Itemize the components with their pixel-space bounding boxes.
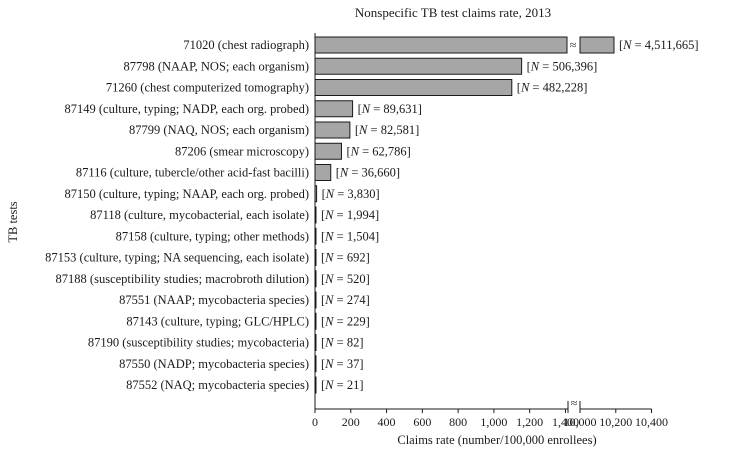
category-label: 87150 (culture, typing; NAAP, each org. … bbox=[64, 187, 309, 201]
bar-n-label: [N = 274] bbox=[321, 293, 370, 307]
bar-n-label: [N = 89,631] bbox=[358, 102, 422, 116]
axis-break-symbol: ≈ bbox=[571, 396, 578, 410]
bar-n-label: [N = 36,660] bbox=[336, 166, 400, 180]
x-tick-label: 1,400 bbox=[552, 415, 579, 429]
bar-n-label: [N = 21] bbox=[321, 378, 363, 392]
x-tick-label: 1,000 bbox=[480, 415, 507, 429]
x-tick-label: 1,200 bbox=[516, 415, 543, 429]
category-label: 71020 (chest radiograph) bbox=[183, 38, 309, 52]
y-axis-title: TB tests bbox=[6, 201, 20, 242]
bar-n-label: [N = 4,511,665] bbox=[619, 38, 699, 52]
category-label: 87798 (NAAP, NOS; each organism) bbox=[123, 59, 309, 73]
x-tick-label: 10,000 bbox=[564, 415, 597, 429]
bar bbox=[314, 142, 342, 160]
category-label: 87190 (susceptibility studies; mycobacte… bbox=[88, 336, 309, 350]
x-tick-label: 800 bbox=[449, 415, 467, 429]
bar-n-label: [N = 229] bbox=[321, 314, 370, 328]
bar-n-label: [N = 82] bbox=[321, 336, 363, 350]
bar bbox=[314, 57, 523, 75]
category-label: 87149 (culture, typing; NADP, each org. … bbox=[64, 102, 309, 116]
bar-n-label: [N = 520] bbox=[321, 272, 370, 286]
x-tick-label: 400 bbox=[378, 415, 396, 429]
bar-break-symbol: ≈ bbox=[570, 38, 577, 52]
category-label: 87550 (NADP; mycobacteria species) bbox=[119, 357, 309, 371]
bar-segment-upper bbox=[579, 36, 615, 54]
bar-segment-lower bbox=[314, 36, 568, 54]
x-tick-label: 10,400 bbox=[635, 415, 668, 429]
category-label: 87799 (NAQ, NOS; each organism) bbox=[129, 123, 309, 137]
bar bbox=[314, 121, 351, 139]
category-label: 71260 (chest computerized tomography) bbox=[106, 81, 309, 95]
bar-n-label: [N = 482,228] bbox=[517, 81, 588, 95]
bar-n-label: [N = 1,994] bbox=[321, 208, 379, 222]
bar bbox=[314, 164, 332, 181]
category-label: 87153 (culture, typing; NA sequencing, e… bbox=[45, 251, 309, 265]
bar-n-label: [N = 37] bbox=[321, 357, 363, 371]
bar-n-label: [N = 506,396] bbox=[527, 59, 598, 73]
category-label: 87143 (culture, typing; GLC/HPLC) bbox=[126, 314, 309, 328]
x-axis-title: Claims rate (number/100,000 enrollees) bbox=[397, 433, 596, 447]
x-tick-label: 200 bbox=[342, 415, 360, 429]
category-label: 87206 (smear microscopy) bbox=[175, 144, 309, 158]
bar-n-label: [N = 1,504] bbox=[321, 229, 379, 243]
category-label: 87188 (susceptibility studies; macrobrot… bbox=[56, 272, 309, 286]
bar bbox=[314, 100, 354, 118]
bar-n-label: [N = 62,786] bbox=[346, 144, 410, 158]
x-tick-label: 10,200 bbox=[599, 415, 632, 429]
bar bbox=[314, 79, 513, 96]
bar-n-label: [N = 3,830] bbox=[322, 187, 380, 201]
chart-title: Nonspecific TB test claims rate, 2013 bbox=[355, 5, 551, 20]
bar-n-label: [N = 692] bbox=[321, 251, 370, 265]
x-tick-label: 0 bbox=[312, 415, 318, 429]
category-label: 87118 (culture, mycobacterial, each isol… bbox=[90, 208, 309, 222]
x-tick-label: 600 bbox=[413, 415, 431, 429]
category-label: 87552 (NAQ; mycobacteria species) bbox=[126, 378, 309, 392]
bar-n-label: [N = 82,581] bbox=[355, 123, 419, 137]
category-label: 87158 (culture, typing; other methods) bbox=[116, 229, 309, 243]
category-label: 87551 (NAAP; mycobacteria species) bbox=[119, 293, 309, 307]
category-label: 87116 (culture, tubercle/other acid-fast… bbox=[76, 166, 309, 180]
